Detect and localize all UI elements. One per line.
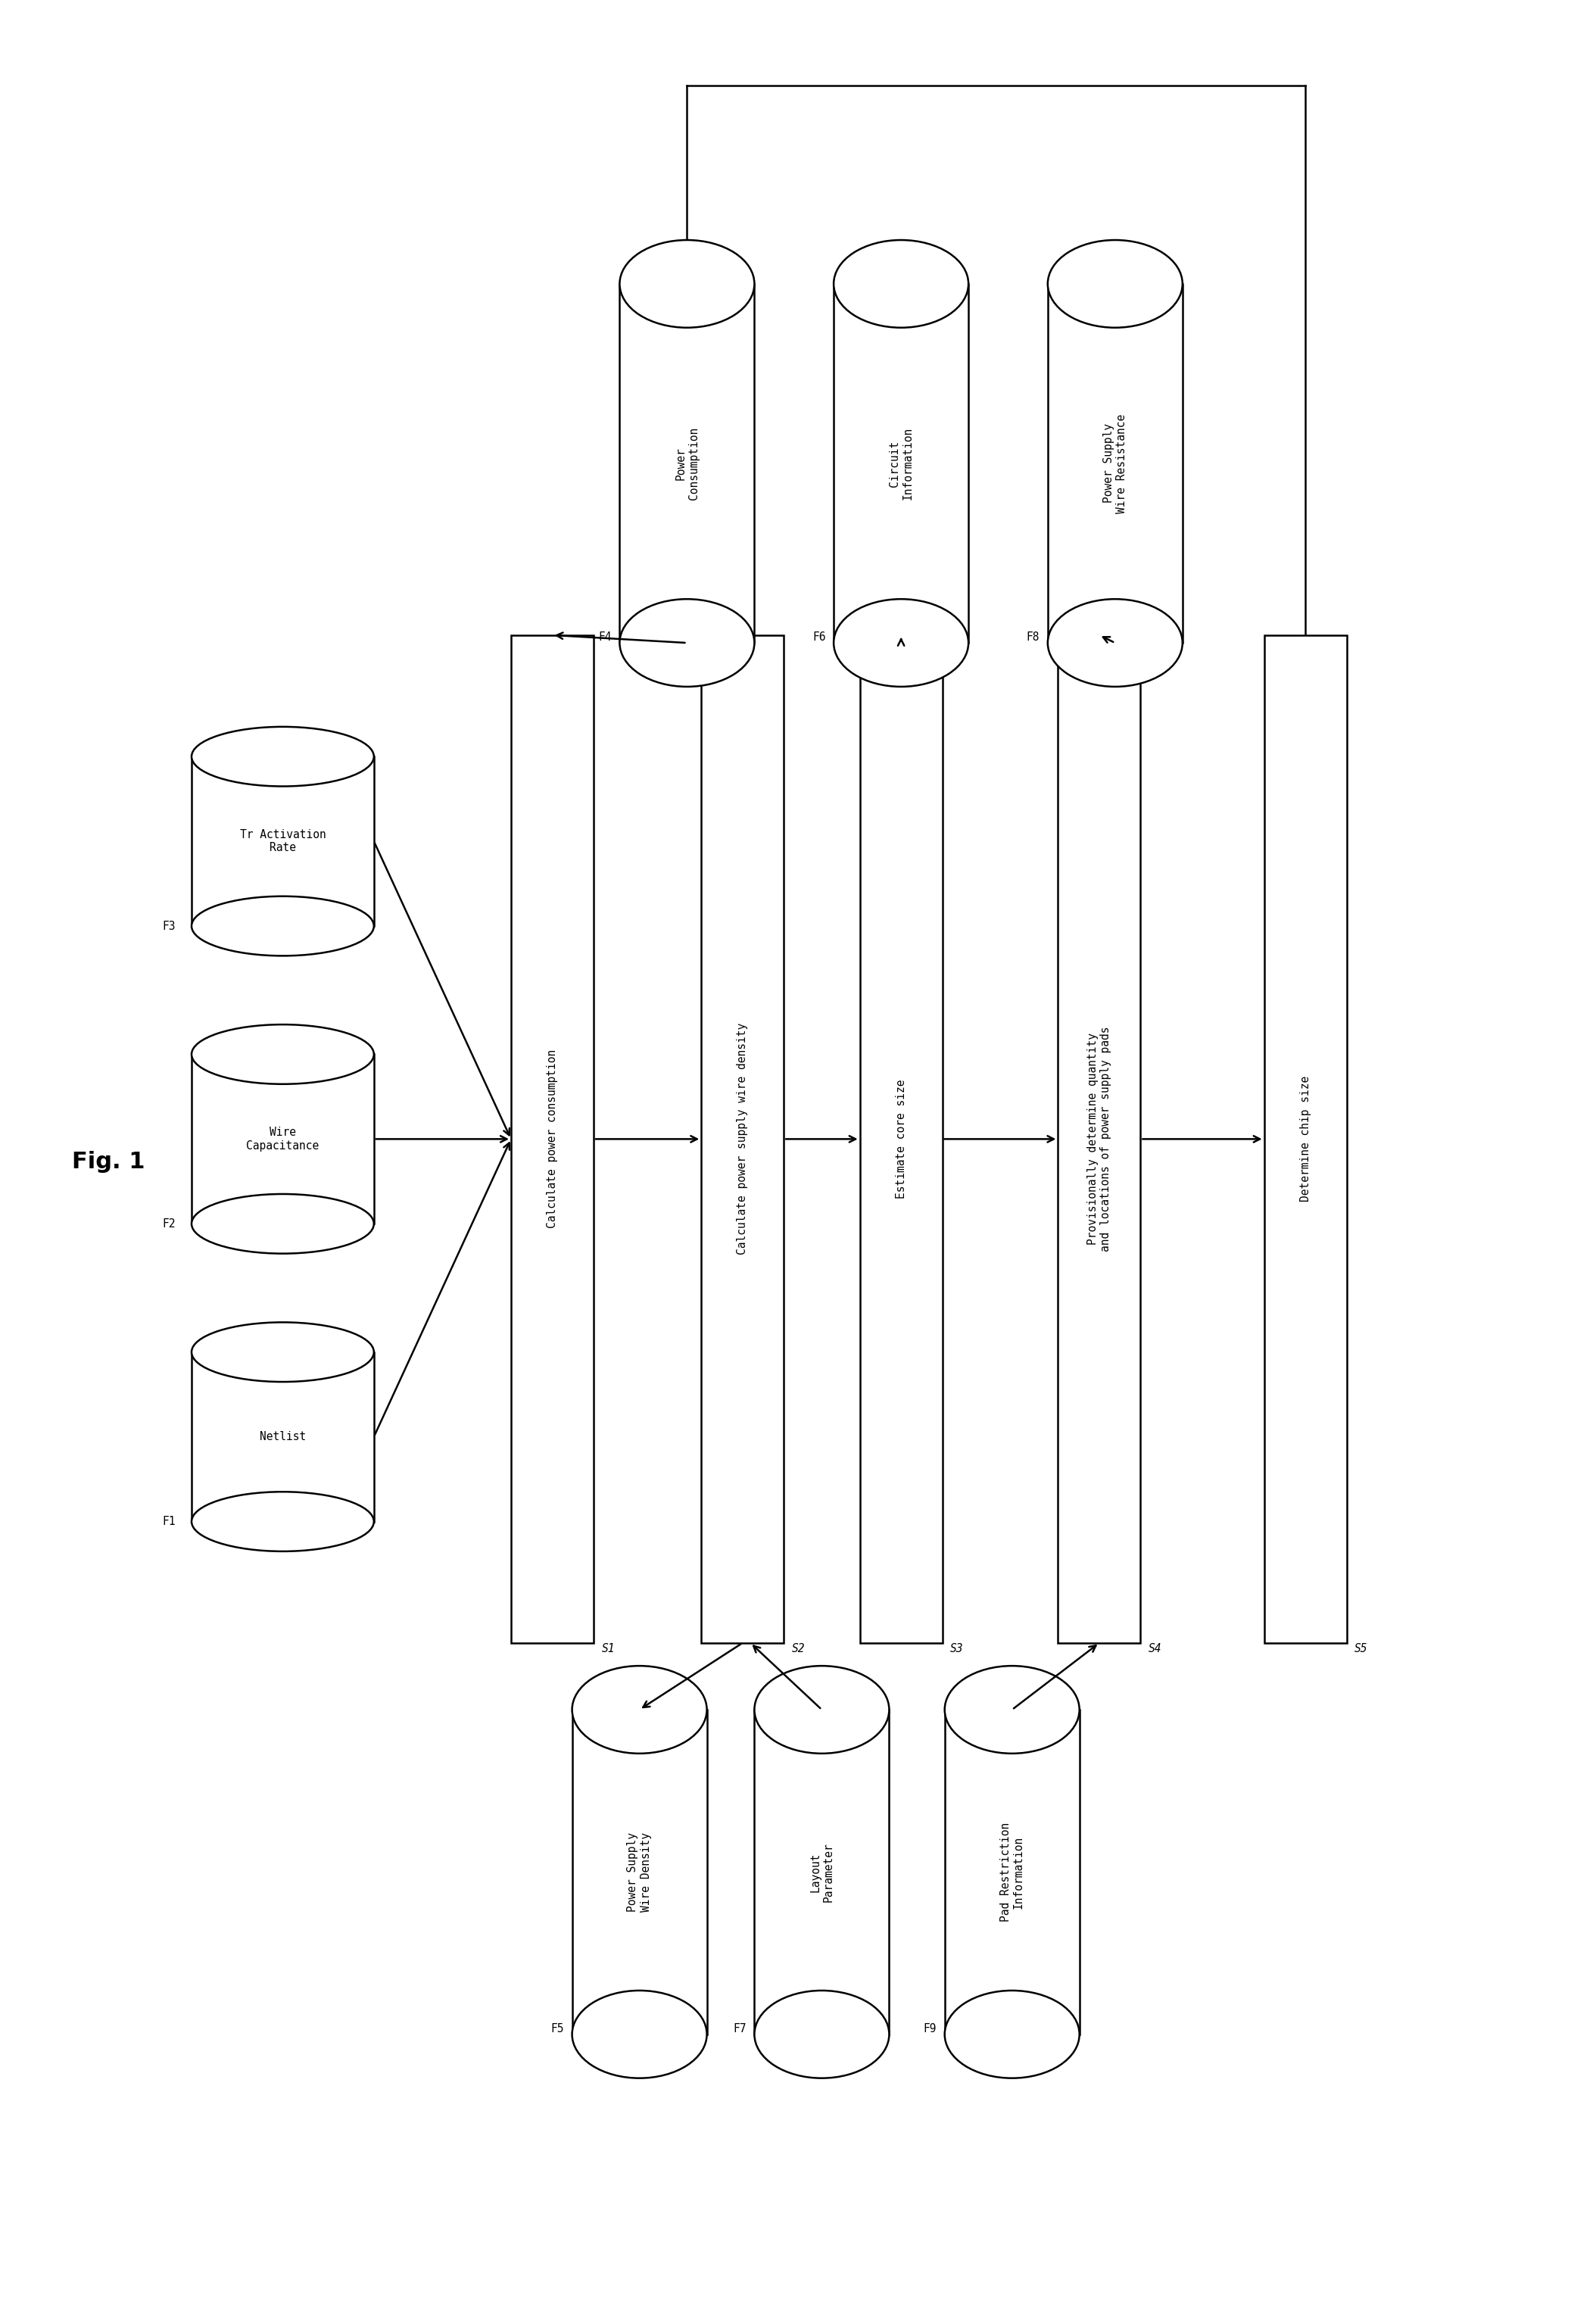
Bar <box>192 1054 373 1224</box>
Text: F7: F7 <box>733 2023 747 2034</box>
Bar <box>571 1710 707 2034</box>
Text: F1: F1 <box>163 1516 176 1528</box>
Text: Power Supply
Wire Density: Power Supply Wire Density <box>627 1832 651 1912</box>
Ellipse shape <box>192 897 373 955</box>
Text: S4: S4 <box>1149 1643 1162 1654</box>
Ellipse shape <box>619 598 755 686</box>
Text: Estimate core size: Estimate core size <box>895 1079 907 1199</box>
Bar <box>192 757 373 925</box>
Bar <box>833 283 969 642</box>
Text: F6: F6 <box>812 630 825 642</box>
Text: S1: S1 <box>602 1643 614 1654</box>
Text: Power Supply
Wire Resistance: Power Supply Wire Resistance <box>1103 414 1127 513</box>
Ellipse shape <box>755 1666 889 1753</box>
Text: Provisionally determine quantity
and locations of power supply pads: Provisionally determine quantity and loc… <box>1087 1026 1111 1252</box>
Ellipse shape <box>945 1990 1079 2078</box>
Text: Calculate power supply wire density: Calculate power supply wire density <box>737 1024 749 1254</box>
Text: Pad Restriction
Information: Pad Restriction Information <box>999 1822 1025 1921</box>
Ellipse shape <box>1047 239 1183 327</box>
Ellipse shape <box>571 1666 707 1753</box>
Bar <box>755 1710 889 2034</box>
Text: F4: F4 <box>598 630 611 642</box>
Text: Circuit
Information: Circuit Information <box>889 428 913 499</box>
Bar <box>1058 635 1141 1643</box>
Bar <box>1264 635 1347 1643</box>
Ellipse shape <box>192 1491 373 1551</box>
Text: S2: S2 <box>792 1643 804 1654</box>
Text: F9: F9 <box>924 2023 937 2034</box>
Ellipse shape <box>1047 598 1183 686</box>
Ellipse shape <box>945 1666 1079 1753</box>
Text: Wire
Capacitance: Wire Capacitance <box>246 1127 319 1150</box>
Text: F3: F3 <box>163 920 176 932</box>
Ellipse shape <box>571 1990 707 2078</box>
Text: Fig. 1: Fig. 1 <box>72 1150 145 1174</box>
Text: Determine chip size: Determine chip size <box>1299 1077 1310 1201</box>
Text: Power
Consumption: Power Consumption <box>675 428 699 499</box>
Ellipse shape <box>833 239 969 327</box>
Ellipse shape <box>192 727 373 787</box>
Ellipse shape <box>192 1194 373 1254</box>
Bar <box>1047 283 1183 642</box>
Text: S3: S3 <box>950 1643 964 1654</box>
Bar <box>701 635 784 1643</box>
Bar <box>511 635 594 1643</box>
Text: F5: F5 <box>551 2023 563 2034</box>
Ellipse shape <box>619 239 755 327</box>
Text: S5: S5 <box>1355 1643 1368 1654</box>
Bar <box>945 1710 1079 2034</box>
Bar <box>619 283 755 642</box>
Text: Netlist: Netlist <box>260 1431 306 1443</box>
Text: Calculate power consumption: Calculate power consumption <box>546 1049 559 1229</box>
Ellipse shape <box>755 1990 889 2078</box>
Text: Layout
Parameter: Layout Parameter <box>809 1843 835 1903</box>
Text: F2: F2 <box>163 1220 176 1229</box>
Text: Tr Activation
Rate: Tr Activation Rate <box>239 828 326 854</box>
Bar <box>860 635 942 1643</box>
Ellipse shape <box>192 1323 373 1383</box>
Ellipse shape <box>833 598 969 686</box>
Text: F8: F8 <box>1026 630 1039 642</box>
Bar <box>192 1353 373 1521</box>
Ellipse shape <box>192 1024 373 1084</box>
